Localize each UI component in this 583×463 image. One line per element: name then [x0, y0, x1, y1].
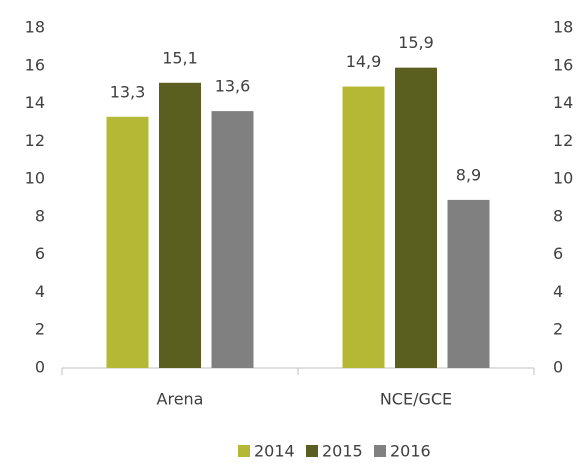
y2-tick-label: 16 [553, 55, 573, 74]
value-label: 15,1 [162, 48, 198, 67]
legend-swatch [306, 445, 318, 457]
y-tick-label: 6 [35, 244, 45, 263]
y2-tick-label: 10 [553, 169, 573, 188]
y2-tick-label: 8 [553, 206, 563, 225]
x-tick-label: NCE/GCE [380, 390, 452, 409]
y-tick-label: 8 [35, 206, 45, 225]
y-tick-label: 14 [25, 93, 45, 112]
y-tick-label: 2 [35, 320, 45, 339]
bar [106, 116, 149, 369]
value-label: 13,6 [215, 77, 251, 96]
y-tick-label: 0 [35, 358, 45, 377]
y-tick-label: 10 [25, 169, 45, 188]
value-label: 14,9 [346, 52, 382, 71]
y2-tick-label: 12 [553, 131, 573, 150]
value-label: 13,3 [110, 82, 146, 101]
value-label: 8,9 [456, 165, 481, 184]
bar [342, 86, 385, 369]
bar [395, 67, 437, 369]
y2-tick-label: 2 [553, 320, 563, 339]
legend-label: 2015 [322, 442, 363, 461]
legend-swatch [374, 445, 386, 457]
y2-tick-label: 14 [553, 93, 573, 112]
y-tick-label: 4 [35, 282, 45, 301]
bar [211, 111, 254, 368]
y2-tick-label: 18 [553, 18, 573, 37]
y2-tick-label: 6 [553, 244, 563, 263]
y2-tick-label: 0 [553, 358, 563, 377]
legend-swatch [238, 445, 250, 457]
y-tick-label: 18 [25, 18, 45, 37]
legend-label: 2014 [254, 442, 295, 461]
y-tick-label: 16 [25, 55, 45, 74]
x-tick-label: Arena [157, 390, 204, 409]
bar [159, 82, 201, 369]
y2-tick-label: 4 [553, 282, 563, 301]
value-label: 15,9 [398, 33, 434, 52]
bar [447, 199, 490, 368]
legend-label: 2016 [390, 442, 431, 461]
y-tick-label: 12 [25, 131, 45, 150]
